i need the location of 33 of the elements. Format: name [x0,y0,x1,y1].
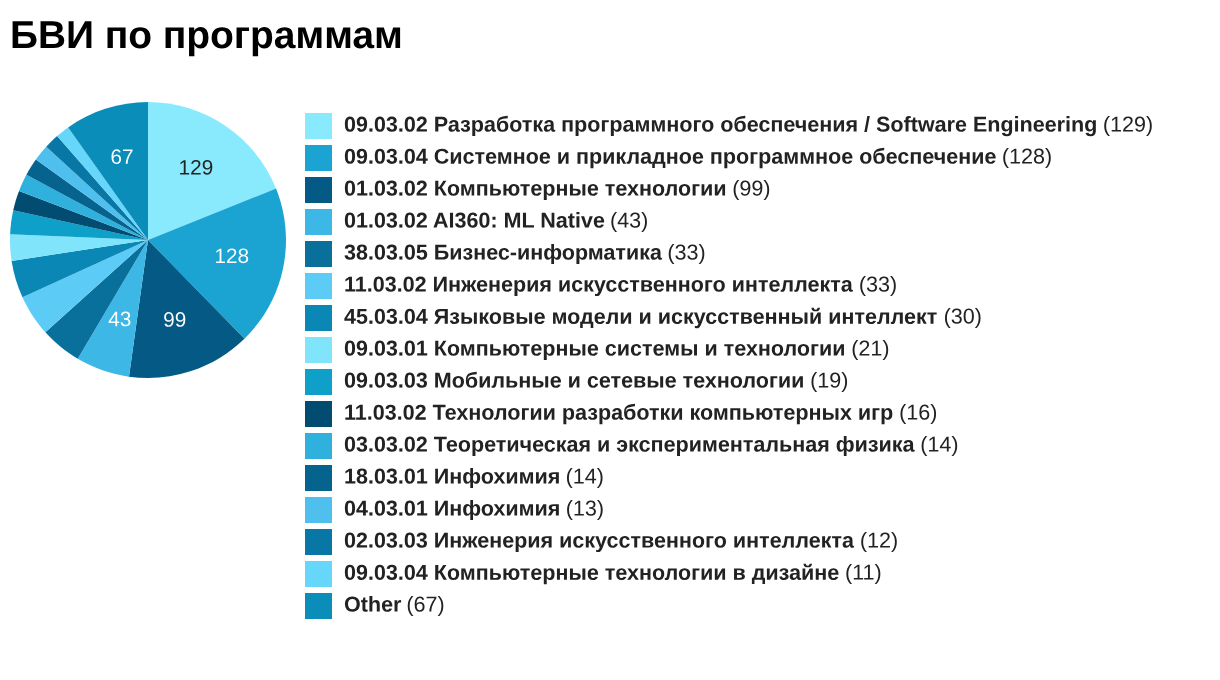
legend-label: 01.03.02 Компьютерные технологии (99) [344,179,770,201]
pie-slice [77,240,148,377]
legend-label: 09.03.04 Компьютерные технологии в дизайне (11) [344,563,881,585]
pie-slice [148,188,286,339]
pie-slice [19,174,148,240]
pie-slice [22,240,148,333]
pie-slice [148,102,277,240]
data-label: 128 [215,248,249,264]
chart-title: БВИ по программам [12,21,401,57]
pie-slice [13,190,148,240]
data-label: 129 [180,159,213,175]
legend-label: 01.03.02 AI360: ML Native (43) [344,211,647,233]
legend-label: 04.03.01 Инфохимия (13) [344,499,603,521]
legend-label: 45.03.04 Языковые модели и искусственный интеллект (30) [344,307,981,329]
data-label: 43 [108,311,131,327]
legend-label: 09.03.04 Системное и прикладное программное обеспечение (128) [344,147,1051,169]
legend-label: 03.03.02 Теоретическая и экспериментальная физика (14) [344,435,958,457]
data-label: 99 [164,312,186,327]
legend-label: 18.03.01 Инфохимия (14) [345,467,603,489]
pie-slice [35,146,148,240]
legend-label: 11.03.02 Инженерия искусственного интеллекта (33) [345,275,896,297]
legend-label: 02.03.03 Инженерия искусственного интеллекта (12) [344,531,897,553]
legend-label: 38.03.05 Бизнес-информатика (33) [344,243,705,265]
pie-slice [10,210,148,240]
pie-slice [68,102,148,240]
pie-slice [11,240,148,298]
legend-label: 11.03.02 Технологии разработки компьютерных игр (16) [345,403,937,425]
legend-label: 09.03.03 Мобильные и сетевые технологии (19) [344,371,848,393]
pie-slice [10,234,148,261]
data-label: 67 [111,149,133,165]
legend-label: 09.03.01 Компьютерные системы и технологии (21) [344,339,889,361]
legend-label: Other (67) [344,595,444,617]
legend-label: 09.03.02 Разработка программного обеспечения / Software Engineering (129) [344,115,1152,137]
